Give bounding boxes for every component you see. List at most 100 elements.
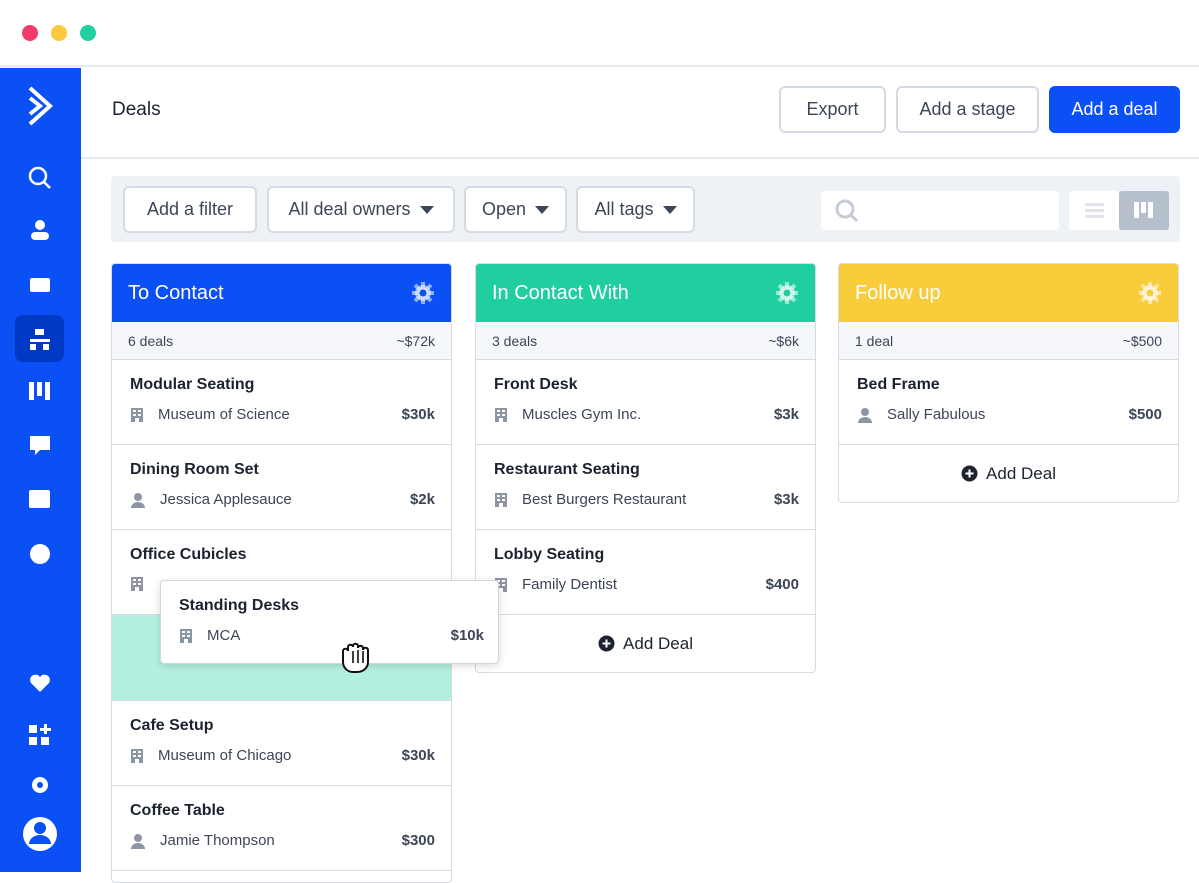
deal-contact: Museum of Chicago (158, 747, 292, 764)
deal-amount: $300 (401, 832, 435, 849)
person-icon (131, 833, 145, 849)
company-icon (495, 492, 507, 507)
search-box[interactable] (821, 191, 1059, 230)
add-stage-button[interactable]: Add a stage (896, 86, 1039, 133)
search-icon[interactable] (28, 166, 48, 186)
deal-card[interactable]: Lobby Seating Family Dentist $400 (476, 530, 815, 615)
filter-label: All deal owners (288, 199, 411, 219)
contacts-icon[interactable] (35, 220, 45, 230)
deal-amount: $3k (773, 491, 799, 508)
stage-header: Follow up (839, 264, 1178, 322)
stage-settings[interactable] (775, 281, 799, 305)
stage-settings[interactable] (411, 281, 435, 305)
deal-contact: Sally Fabulous (887, 406, 986, 423)
logo[interactable] (28, 86, 53, 126)
plus-icon (598, 635, 615, 652)
stage-column: To Contact 6 deals ~$72k Modular Seating Mus… (111, 263, 452, 883)
filter-button[interactable]: All tags (576, 186, 695, 233)
filter-label: Open (481, 199, 527, 219)
add-deal-button[interactable]: Add a deal (1049, 86, 1180, 133)
stage-total: ~$72k (396, 332, 435, 349)
deal-details: MCA $10k (179, 627, 484, 644)
filter-button[interactable]: All deal owners (267, 186, 455, 233)
maximize[interactable] (80, 25, 96, 41)
plus-icon (961, 465, 978, 482)
deal-amount: $30k (401, 406, 435, 423)
deal-name: Coffee Table (130, 802, 225, 819)
deal-amount: $2k (409, 491, 435, 508)
deal-details: Jamie Thompson $300 (130, 832, 435, 849)
deal-card[interactable]: Restaurant Seating Best Burgers Restauran… (476, 445, 815, 530)
deal-name: Office Cubicles (130, 546, 247, 563)
deal-details: Museum of Science $30k (130, 406, 435, 423)
grab-cursor (342, 642, 369, 673)
site-icon[interactable] (29, 490, 50, 508)
caret (535, 205, 550, 214)
reports-icon[interactable] (30, 544, 50, 564)
deal-card[interactable]: Front Desk Muscles Gym Inc. $3k (476, 360, 815, 445)
company-icon (131, 577, 143, 591)
filter-button[interactable]: Add a filter (123, 186, 257, 233)
favorites-icon[interactable] (30, 674, 50, 692)
deal-count: 6 deals (128, 332, 174, 349)
deal-contact: Muscles Gym Inc. (522, 406, 642, 423)
title-bar (0, 0, 1199, 67)
deal-details: Best Burgers Restaurant $3k (494, 491, 799, 508)
deal-amount: $30k (401, 747, 435, 764)
stage-settings[interactable] (1138, 281, 1162, 305)
deal-card[interactable]: Coffee Table Jamie Thompson $300 (112, 786, 451, 871)
filter-button[interactable]: Open (464, 186, 567, 233)
stage-summary: 1 deal ~$500 (839, 322, 1178, 360)
pipeline-icon[interactable] (29, 382, 34, 400)
deal-contact: Family Dentist (522, 576, 618, 593)
deal-details: Museum of Chicago $30k (130, 747, 435, 764)
close[interactable] (22, 25, 38, 41)
deal-name: Lobby Seating (494, 546, 605, 563)
dragged-deal-card[interactable]: Standing Desks MCA $10k (160, 580, 499, 673)
filter-label: All tags (594, 199, 654, 219)
deal-amount: $10k (450, 627, 484, 644)
apps-icon[interactable] (29, 725, 37, 733)
mail-icon[interactable] (30, 278, 50, 292)
stage-summary: 6 deals ~$72k (112, 322, 451, 360)
deal-card[interactable]: Bed Frame Sally Fabulous $500 (839, 360, 1178, 445)
deal-contact: Jamie Thompson (160, 832, 275, 849)
company-icon (180, 628, 192, 643)
deal-card[interactable]: Dining Room Set Jessica Applesauce $2k (112, 445, 451, 530)
deal-details: Jessica Applesauce $2k (130, 491, 435, 508)
add-deal-label: Add Deal (623, 633, 693, 653)
minimize[interactable] (51, 25, 67, 41)
deal-name: Modular Seating (130, 376, 255, 393)
header (81, 68, 1199, 159)
deal-card[interactable]: Cafe Setup Museum of Chicago $30k (112, 701, 451, 786)
deal-amount: $3k (773, 406, 799, 423)
deal-name: Dining Room Set (130, 461, 259, 478)
deal-name: Standing Desks (179, 597, 300, 614)
deal-name: Bed Frame (857, 376, 940, 393)
stage-header: In Contact With (476, 264, 815, 322)
window-controls (22, 25, 96, 41)
person-icon (131, 492, 145, 508)
stage-total: ~$6k (768, 332, 799, 349)
stage-summary: 3 deals ~$6k (476, 322, 815, 360)
deal-details: Family Dentist $400 (494, 576, 799, 593)
deal-count: 3 deals (492, 332, 538, 349)
conversations-icon[interactable] (30, 436, 50, 455)
company-icon (131, 407, 143, 422)
filter-label: Add a filter (146, 199, 234, 219)
caret (662, 205, 677, 214)
stage-header: To Contact (112, 264, 451, 322)
stage-column: Follow up 1 deal ~$500 Bed Frame Sally Fabul… (838, 263, 1179, 503)
view-toggle (1069, 191, 1169, 230)
stage-title: Follow up (855, 281, 941, 304)
add-deal-label: Add Deal (986, 463, 1056, 483)
deal-details: Muscles Gym Inc. $3k (494, 406, 799, 423)
add-deal[interactable]: Add Deal (839, 445, 1178, 502)
deal-name: Restaurant Seating (494, 461, 640, 478)
export-button[interactable]: Export (779, 86, 886, 133)
stage-title: To Contact (128, 281, 224, 304)
add-deal[interactable]: Add Deal (476, 615, 815, 672)
deals-icon-active[interactable] (15, 315, 64, 362)
deal-card[interactable]: Modular Seating Museum of Science $30k (112, 360, 451, 445)
